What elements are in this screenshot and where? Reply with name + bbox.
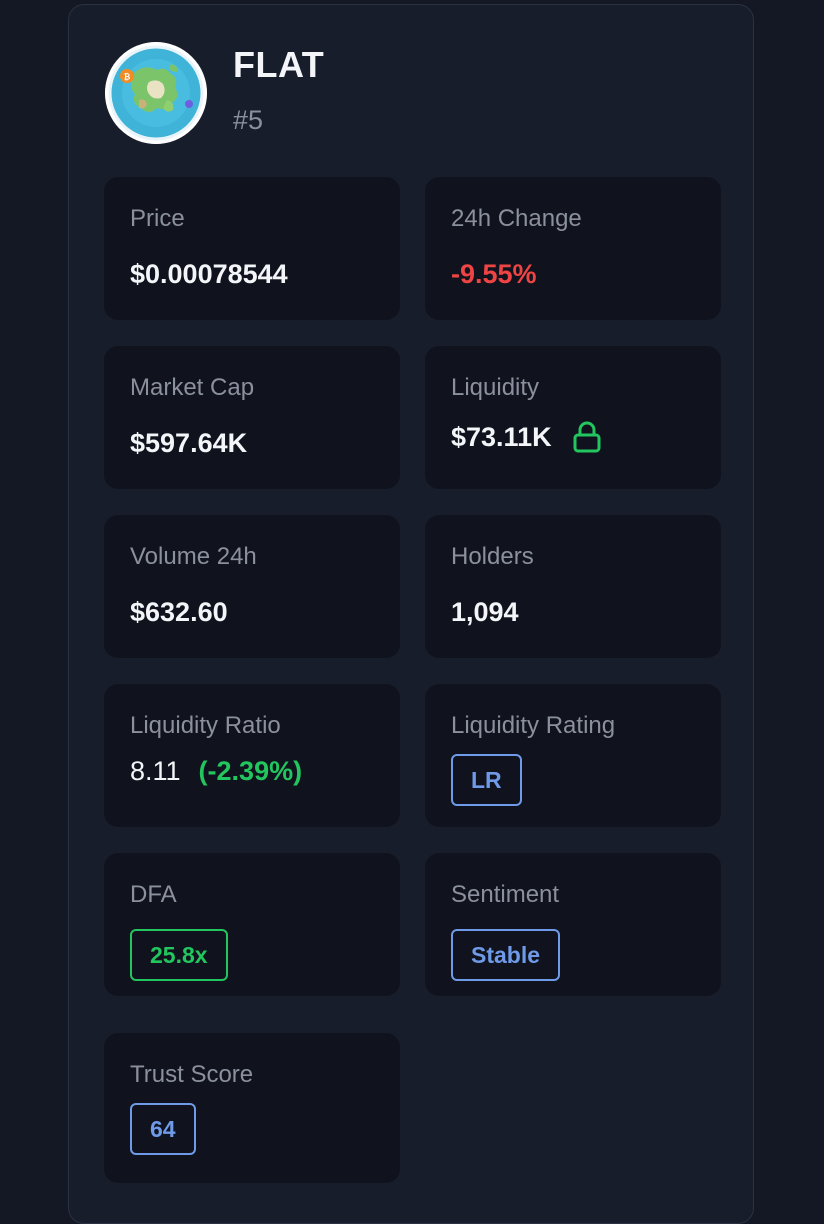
change-24h-tile: 24h Change -9.55%	[425, 177, 721, 320]
liquidity-rating-label: Liquidity Rating	[451, 712, 616, 739]
market-cap-value: $597.64K	[130, 428, 248, 458]
liquidity-ratio-change: (-2.39%)	[198, 756, 303, 786]
liquidity-ratio-value: 8.11	[130, 756, 181, 786]
price-tile: Price $0.00078544	[104, 177, 400, 320]
liquidity-ratio-label: Liquidity Ratio	[130, 712, 281, 739]
liquidity-ratio-tile: Liquidity Ratio 8.11 (-2.39%)	[104, 684, 400, 827]
liquidity-label: Liquidity	[451, 374, 540, 401]
trust-score-badge[interactable]: 64	[130, 1103, 196, 1155]
dfa-tile: DFA 25.8x	[104, 853, 400, 996]
token-name: FLAT	[233, 44, 325, 85]
sentiment-label: Sentiment	[451, 881, 560, 908]
sentiment-tile: Sentiment Stable	[425, 853, 721, 996]
liquidity-value: $73.11K	[451, 421, 552, 452]
trust-score-tile: Trust Score 64	[104, 1033, 400, 1183]
liquidity-tile: Liquidity $73.11K	[425, 346, 721, 489]
liquidity-ratio-row: 8.11 (-2.39%)	[130, 756, 302, 787]
liquidity-row: $73.11K	[451, 420, 602, 454]
market-cap-label: Market Cap	[130, 374, 255, 401]
liquidity-rating-badge[interactable]: LR	[451, 754, 522, 806]
token-card: ₿ FLAT #5 Price $0.00078544 24h Change -…	[68, 4, 754, 1224]
volume-24h-label: Volume 24h	[130, 543, 257, 570]
market-cap-tile: Market Cap $597.64K	[104, 346, 400, 489]
holders-value: 1,094	[451, 597, 519, 627]
lock-icon[interactable]	[572, 420, 602, 454]
volume-24h-tile: Volume 24h $632.60	[104, 515, 400, 658]
token-rank: #5	[233, 105, 264, 135]
price-value: $0.00078544	[130, 259, 288, 289]
token-header: ₿ FLAT #5	[105, 41, 324, 145]
dfa-badge[interactable]: 25.8x	[130, 929, 228, 981]
volume-24h-value: $632.60	[130, 597, 228, 627]
trust-score-label: Trust Score	[130, 1061, 254, 1088]
sentiment-badge[interactable]: Stable	[451, 929, 561, 981]
change-24h-value: -9.55%	[451, 259, 537, 289]
holders-tile: Holders 1,094	[425, 515, 721, 658]
token-title-block: FLAT #5	[233, 41, 324, 145]
svg-text:₿: ₿	[124, 73, 131, 82]
price-label: Price	[130, 205, 185, 232]
liquidity-rating-tile: Liquidity Rating LR	[425, 684, 721, 827]
token-avatar[interactable]: ₿	[105, 42, 207, 144]
flat-earth-logo-icon: ₿	[105, 42, 207, 144]
holders-label: Holders	[451, 543, 534, 570]
change-24h-label: 24h Change	[451, 205, 582, 232]
dfa-label: DFA	[130, 881, 177, 908]
